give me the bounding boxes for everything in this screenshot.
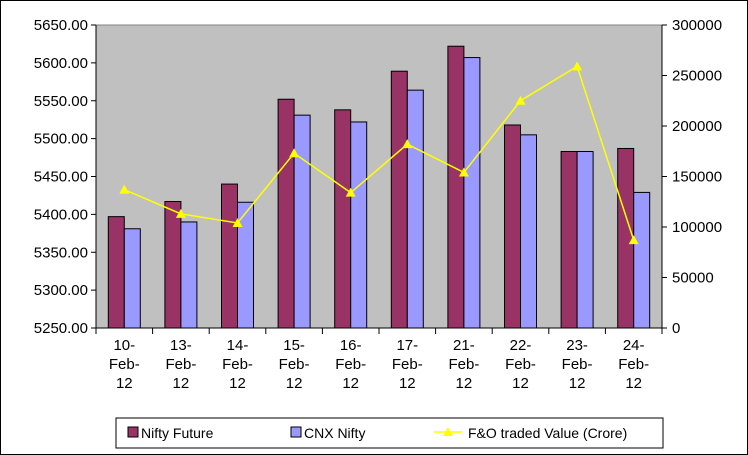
y-right-tick-label-5: 250000 [672, 68, 722, 85]
bar-nifty-future-8 [560, 151, 578, 329]
y-left-tick-label-7: 5600.00 [34, 55, 88, 72]
x-tick-label-9: 24-Feb-12 [618, 337, 649, 392]
y-right-tick-label-2: 100000 [672, 219, 722, 236]
line-point-2 [232, 217, 243, 227]
bar-cnx-nifty-4 [350, 121, 368, 329]
x-tick-label-1: 13-Feb-12 [165, 337, 196, 392]
line-point-4 [345, 187, 356, 197]
bar-cnx-nifty-3 [293, 114, 311, 329]
x-tick-label-6: 21-Feb-12 [448, 337, 479, 392]
x-tick-label-7: 22-Feb-12 [505, 337, 536, 392]
line-point-0 [119, 184, 130, 194]
bar-nifty-future-7 [504, 124, 521, 329]
legend-label-cnx-nifty: CNX Nifty [304, 425, 365, 441]
bar-nifty-future-5 [390, 70, 408, 329]
line-point-5 [402, 139, 413, 149]
x-tick-label-5: 17-Feb-12 [392, 337, 423, 392]
legend-swatch-nifty-future [127, 426, 139, 438]
y-left-tick-label-6: 5550.00 [34, 93, 88, 110]
x-tick-label-0: 10-Feb-12 [109, 337, 140, 392]
x-tick-label-2: 14-Feb-12 [222, 337, 253, 392]
bar-nifty-future-3 [277, 98, 295, 329]
y-left-tick-label-5: 5500.00 [34, 131, 88, 148]
y-left-tick-label-1: 5300.00 [34, 282, 88, 299]
bar-cnx-nifty-1 [180, 221, 198, 329]
bar-nifty-future-9 [617, 147, 635, 329]
bar-cnx-nifty-0 [123, 228, 141, 329]
line-point-1 [175, 208, 186, 218]
line-series-group [119, 61, 639, 245]
x-tick-label-3: 15-Feb-12 [279, 337, 310, 392]
x-tick-label-8: 23-Feb-12 [562, 337, 593, 392]
y-right-tick-label-4: 200000 [672, 118, 722, 135]
y-left-tick-label-3: 5400.00 [34, 206, 88, 223]
line-point-6 [458, 167, 469, 177]
bar-cnx-nifty-8 [576, 151, 594, 329]
bar-cnx-nifty-6 [463, 57, 481, 329]
y-right-tick-label-3: 150000 [672, 169, 722, 186]
line-point-8 [572, 61, 583, 71]
legend: Nifty Future CNX Nifty F&O traded Value (C… [115, 417, 664, 449]
legend-label-f-o-traded-value-crore-: F&O traded Value (Crore) [468, 425, 627, 441]
legend-swatch-cnx-nifty [290, 426, 302, 438]
line-point-7 [515, 95, 526, 105]
legend-box [115, 417, 664, 449]
line-fo-traded-value [124, 65, 635, 241]
y-right-tick-label-0: 0 [672, 320, 680, 337]
bar-nifty-future-2 [221, 183, 238, 329]
y-left-tick-label-8: 5650.00 [34, 17, 88, 34]
bar-series-group [107, 45, 651, 329]
y-left-tick-label-2: 5350.00 [34, 244, 88, 261]
y-right-tick-label-1: 50000 [672, 270, 714, 287]
bar-cnx-nifty-5 [406, 89, 424, 329]
line-point-9 [628, 235, 639, 245]
bar-nifty-future-6 [447, 45, 465, 329]
x-tick-label-4: 16-Feb-12 [335, 337, 366, 392]
bar-nifty-future-4 [334, 109, 352, 329]
legend-label-nifty-future: Nifty Future [141, 425, 214, 441]
bar-cnx-nifty-9 [633, 191, 651, 329]
axes-group: 5250.00 5300.00 5350.00 5400.00 5450.00 5500.… [34, 17, 722, 392]
y-right-tick-label-6: 300000 [672, 17, 722, 34]
legend-marker-f-o-traded-value-crore- [443, 427, 453, 436]
y-left-tick-label-4: 5450.00 [34, 169, 88, 186]
bar-cnx-nifty-7 [520, 134, 537, 329]
line-point-3 [289, 148, 300, 158]
bar-nifty-future-1 [164, 200, 182, 329]
y-left-tick-label-0: 5250.00 [34, 320, 88, 337]
bar-nifty-future-0 [107, 216, 125, 329]
